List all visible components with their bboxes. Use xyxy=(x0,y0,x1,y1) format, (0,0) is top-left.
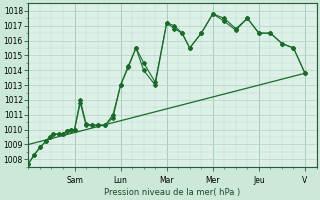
X-axis label: Pression niveau de la mer( hPa ): Pression niveau de la mer( hPa ) xyxy=(104,188,241,197)
